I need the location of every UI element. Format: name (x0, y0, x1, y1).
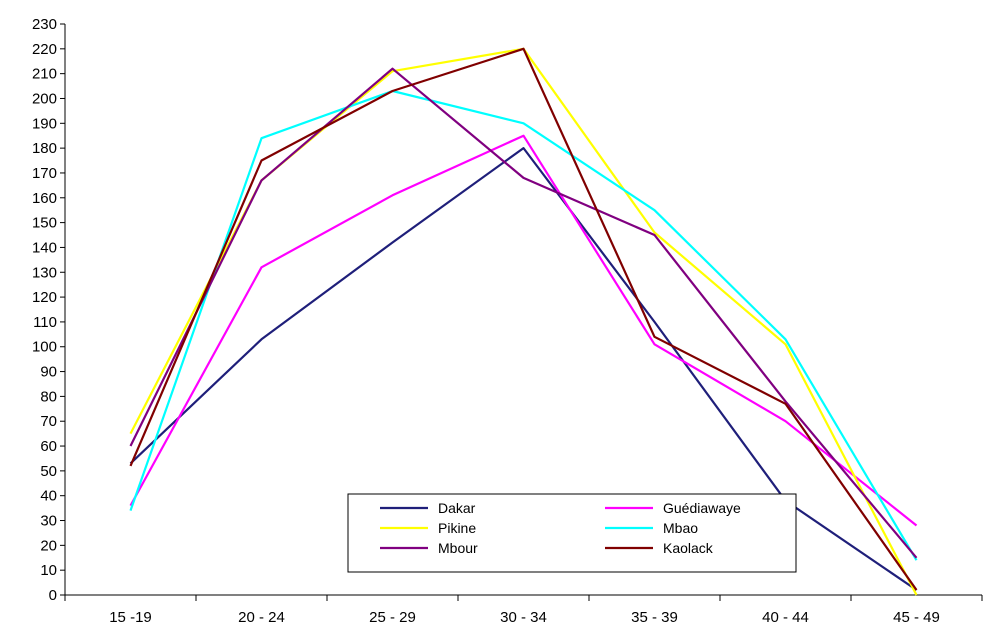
y-tick-label: 140 (32, 239, 57, 256)
y-tick-label: 0 (49, 587, 57, 604)
x-tick-label: 45 - 49 (893, 609, 940, 626)
y-tick-label: 110 (33, 314, 57, 331)
y-tick-label: 180 (32, 140, 57, 157)
series-line-mbour (129, 67, 918, 559)
y-tick-label: 170 (32, 165, 57, 182)
legend-label: Mbao (663, 520, 698, 536)
series-line-gu-diawaye (129, 134, 918, 527)
y-tick-label: 130 (32, 264, 57, 281)
y-tick-label: 40 (40, 488, 57, 505)
legend: Dakar Guédiawaye Pikine Mbao Mbour Kaolack (347, 493, 797, 573)
y-tick-label: 210 (32, 66, 57, 83)
series-lines (129, 47, 918, 596)
axes: 0 10 20 30 40 50 60 70 80 90 100 110 120 130 140 150 160… (32, 16, 983, 626)
legend-label: Kaolack (663, 540, 714, 556)
y-tick-label: 30 (40, 513, 57, 530)
y-tick-label: 120 (32, 289, 57, 306)
legend-label: Mbour (438, 540, 478, 556)
y-tick-label: 100 (32, 339, 57, 356)
y-tick-label: 230 (32, 16, 57, 33)
series-line-kaolack (129, 47, 918, 591)
series-line-mbao (129, 89, 918, 561)
y-tick-label: 160 (32, 190, 57, 207)
y-tick-label: 60 (40, 438, 57, 455)
y-tick-label: 220 (32, 41, 57, 58)
legend-label: Dakar (438, 500, 476, 516)
x-tick-label: 40 - 44 (762, 609, 809, 626)
x-tick-label: 25 - 29 (369, 609, 416, 626)
y-tick-label: 80 (40, 388, 57, 405)
y-tick-label: 200 (32, 90, 57, 107)
y-tick-label: 150 (32, 215, 57, 232)
x-tick-label: 35 - 39 (631, 609, 678, 626)
y-tick-label: 70 (40, 413, 57, 430)
x-tick-label: 30 - 34 (500, 609, 547, 626)
y-tick-label: 190 (32, 115, 57, 132)
y-tick-label: 20 (40, 537, 57, 554)
x-tick-label: 20 - 24 (238, 609, 285, 626)
legend-label: Guédiawaye (663, 500, 741, 516)
y-tick-label: 50 (40, 463, 57, 480)
y-tick-label: 10 (40, 562, 57, 579)
x-tick-label: 15 -19 (109, 609, 152, 626)
legend-label: Pikine (438, 520, 476, 536)
y-tick-label: 90 (40, 364, 57, 381)
